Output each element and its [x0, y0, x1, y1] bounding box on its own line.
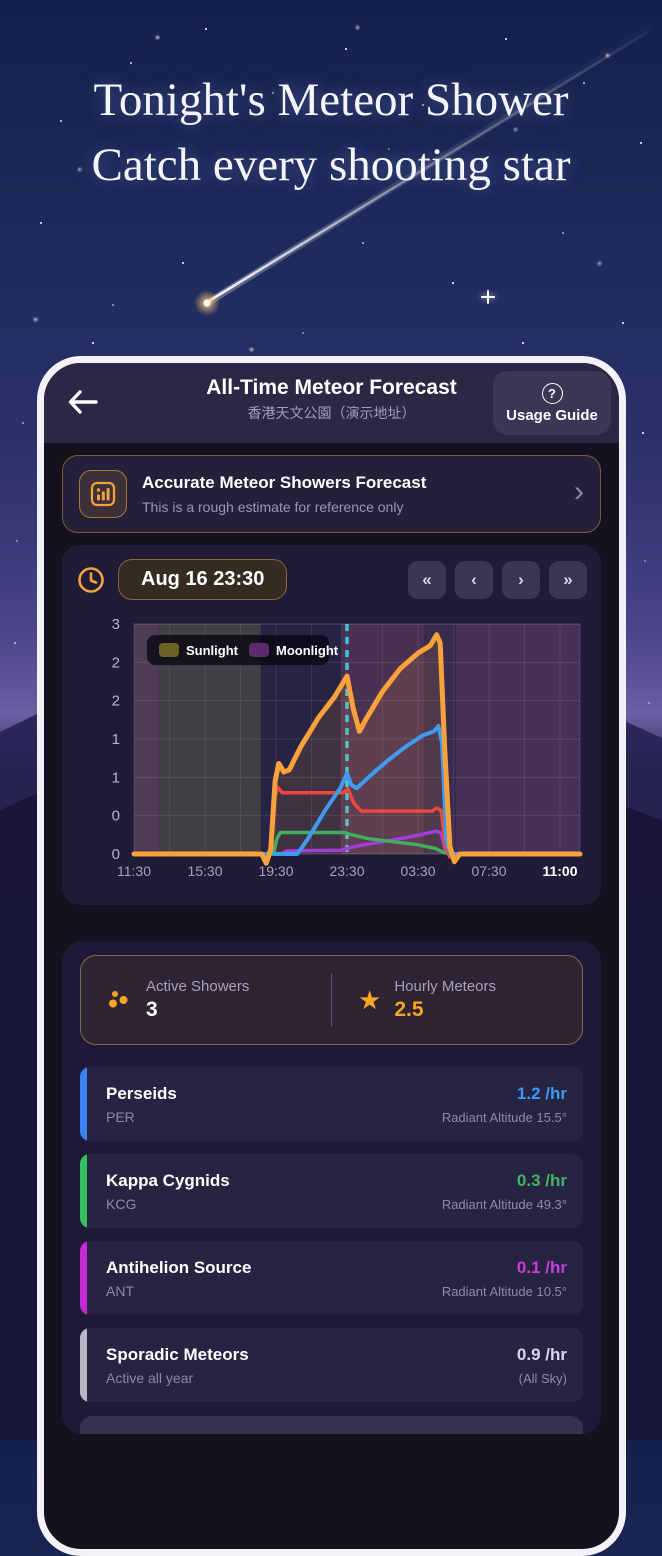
shower-rate-block: 1.2 /hr Radiant Altitude 15.5°: [442, 1084, 567, 1125]
back-arrow-icon[interactable]: [66, 387, 100, 417]
svg-text:07:30: 07:30: [471, 863, 506, 879]
star-icon: ★: [358, 985, 382, 1015]
shower-list: Perseids PER 1.2 /hr Radiant Altitude 15.5°…: [80, 1067, 583, 1402]
chart-wrap: 3 2 2 1 1 0 0 11:30 15:30 19:30 23:30 03:30 07:30 11:…: [76, 614, 587, 891]
stats-divider: [331, 973, 332, 1027]
step-back-button[interactable]: ‹: [455, 560, 493, 599]
svg-text:0: 0: [112, 846, 120, 863]
active-showers-stat: Active Showers 3: [81, 978, 331, 1022]
shower-accent-bar: [80, 1241, 87, 1315]
shower-texts: Sporadic Meteors Active all year: [106, 1345, 249, 1386]
shower-accent-bar: [80, 1328, 87, 1402]
hourly-meteors-stat: ★ Hourly Meteors 2.5: [332, 978, 582, 1022]
chevron-right-icon[interactable]: ›: [574, 475, 584, 508]
svg-text:11:00: 11:00: [542, 863, 577, 879]
svg-text:11:30: 11:30: [117, 863, 151, 879]
usage-guide-button[interactable]: ? Usage Guide: [493, 371, 611, 435]
datetime-button[interactable]: Aug 16 23:30: [118, 559, 288, 600]
shower-row[interactable]: Perseids PER 1.2 /hr Radiant Altitude 15.5°: [80, 1067, 583, 1141]
shower-code: Active all year: [106, 1369, 194, 1386]
svg-text:03:30: 03:30: [400, 863, 435, 879]
shower-row[interactable]: Sporadic Meteors Active all year 0.9 /hr (A…: [80, 1328, 583, 1402]
forecast-chart-card: Aug 16 23:30 « ‹ › » 3 2 2 1 1 0 0 11:30 15:30 19…: [62, 545, 601, 905]
stats-card: Active Showers 3 ★ Hourly Meteors 2.5: [80, 955, 583, 1045]
clock-icon: [78, 566, 104, 593]
summary-section: Active Showers 3 ★ Hourly Meteors 2.5 Pe…: [62, 941, 601, 1434]
shower-rate: 0.1 /hr: [516, 1257, 567, 1277]
question-circle-icon: ?: [541, 382, 563, 404]
shower-detail: Radiant Altitude 15.5°: [441, 1109, 567, 1125]
time-navigation: Aug 16 23:30 « ‹ › »: [76, 559, 587, 600]
svg-text:3: 3: [112, 616, 120, 633]
banner-title: Accurate Meteor Showers Forecast: [142, 473, 427, 492]
shower-code: PER: [106, 1108, 135, 1125]
shower-detail: (All Sky): [518, 1370, 567, 1386]
svg-text:1: 1: [112, 731, 120, 748]
svg-text:2: 2: [112, 693, 120, 710]
bright-star-sparkle: [481, 290, 495, 304]
shower-rate: 1.2 /hr: [516, 1083, 567, 1103]
shower-accent-bar: [80, 1154, 87, 1228]
app-screen: All-Time Meteor Forecast 香港天文公園（演示地址） ? …: [37, 356, 626, 1556]
svg-text:23:30: 23:30: [329, 863, 364, 879]
shower-texts: Perseids PER: [106, 1084, 177, 1125]
shower-detail: Radiant Altitude 49.3°: [441, 1196, 567, 1212]
chart-legend: Sunlight Moonlight: [147, 635, 339, 665]
step-forward-button[interactable]: ›: [502, 560, 540, 599]
svg-text:1: 1: [112, 769, 120, 786]
shower-name: Antihelion Source: [106, 1257, 252, 1277]
accuracy-banner[interactable]: Accurate Meteor Showers Forecast This is…: [62, 455, 601, 533]
skip-back-button[interactable]: «: [408, 560, 446, 599]
app-header: All-Time Meteor Forecast 香港天文公園（演示地址） ? …: [44, 363, 619, 443]
shower-texts: Antihelion Source ANT: [106, 1258, 251, 1299]
location-subtitle: 香港天文公園（演示地址）: [247, 405, 416, 421]
shower-accent-bar: [80, 1067, 87, 1141]
svg-text:19:30: 19:30: [258, 863, 293, 879]
hourly-meteors-value: 2.5: [394, 998, 424, 1021]
shower-row[interactable]: Antihelion Source ANT 0.1 /hr Radiant Altit…: [80, 1241, 583, 1315]
shower-name: Kappa Cygnids: [106, 1170, 230, 1190]
starfield-bright: [0, 0, 3, 3]
shower-code: KCG: [106, 1195, 137, 1212]
active-showers-value: 3: [146, 998, 158, 1021]
shooting-star: [194, 24, 654, 316]
shower-name: Perseids: [106, 1083, 177, 1103]
hero-title-line2: Catch every shooting star: [91, 138, 571, 191]
hero-title-line1: Tonight's Meteor Shower: [93, 74, 569, 126]
hourly-meteors-label: Hourly Meteors: [394, 978, 497, 995]
shower-row[interactable]: Kappa Cygnids KCG 0.3 /hr Radiant Altitude …: [80, 1154, 583, 1228]
shower-rate-block: 0.9 /hr (All Sky): [517, 1345, 567, 1386]
time-step-buttons: « ‹ › »: [408, 560, 587, 599]
hero-title: Tonight's Meteor Shower Catch every shoo…: [0, 68, 662, 198]
banner-subtitle: This is a rough estimate for reference o…: [142, 499, 404, 515]
svg-text:Moonlight: Moonlight: [276, 643, 339, 658]
page-title: All-Time Meteor Forecast: [206, 376, 457, 399]
shower-rate: 0.3 /hr: [516, 1170, 567, 1190]
shower-name: Sporadic Meteors: [106, 1344, 249, 1364]
shower-code: ANT: [106, 1282, 134, 1299]
svg-text:15:30: 15:30: [187, 863, 222, 879]
shower-rate: 0.9 /hr: [516, 1344, 567, 1364]
next-panel-stub: [80, 1416, 583, 1434]
dots-icon: [109, 991, 128, 1008]
svg-text:2: 2: [112, 654, 120, 671]
shower-detail: Radiant Altitude 10.5°: [441, 1283, 567, 1299]
svg-text:0: 0: [112, 808, 120, 825]
bar-chart-icon: [79, 470, 127, 518]
shower-rate-block: 0.3 /hr Radiant Altitude 49.3°: [442, 1171, 567, 1212]
svg-text:Sunlight: Sunlight: [186, 643, 239, 658]
shower-rate-block: 0.1 /hr Radiant Altitude 10.5°: [442, 1258, 567, 1299]
banner-texts: Accurate Meteor Showers Forecast This is…: [142, 473, 559, 515]
skip-forward-button[interactable]: »: [549, 560, 587, 599]
active-showers-label: Active Showers: [146, 978, 250, 995]
usage-guide-label: Usage Guide: [506, 406, 598, 424]
shower-texts: Kappa Cygnids KCG: [106, 1171, 230, 1212]
